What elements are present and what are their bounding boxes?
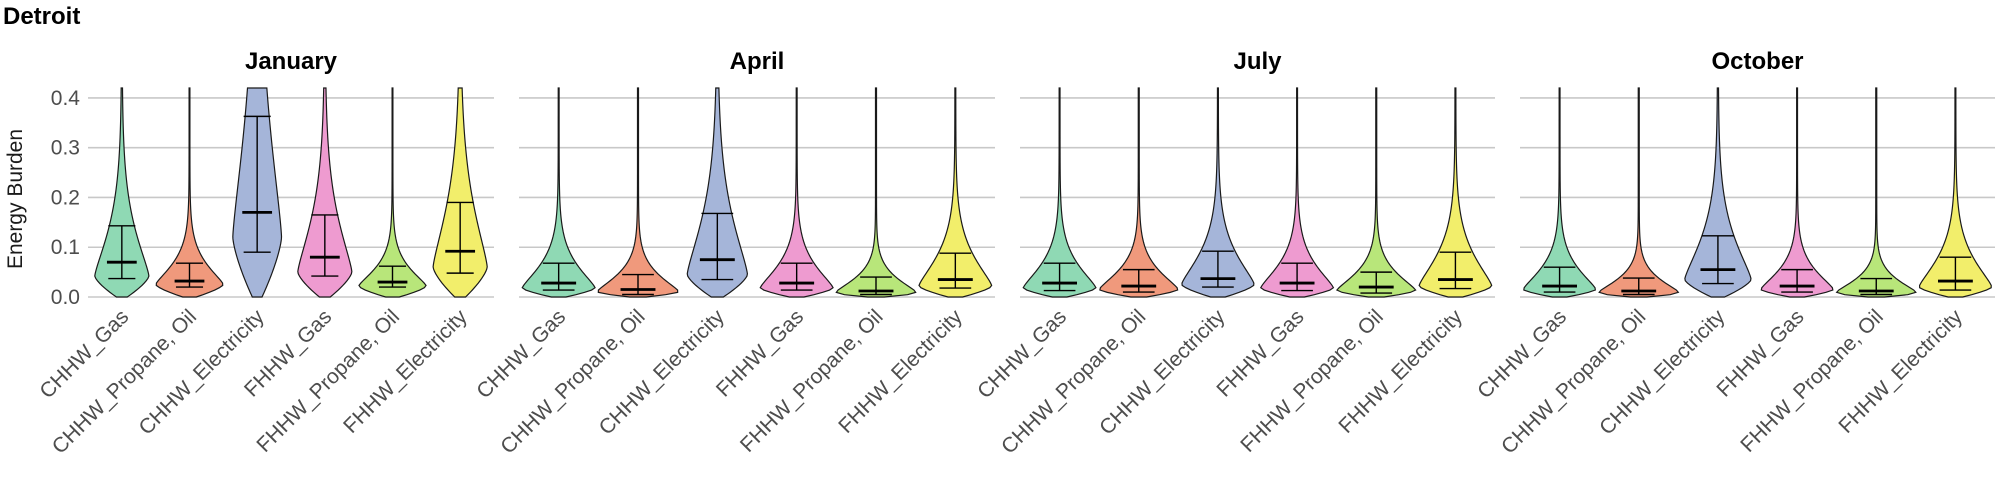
x-tick-label: CHHW_Electricity bbox=[134, 305, 269, 440]
x-tick-label: FHHW_Electricity bbox=[339, 305, 472, 438]
y-tick-label: 0.0 bbox=[51, 286, 80, 309]
violin-chhw-electricity bbox=[1684, 87, 1752, 298]
violin-fhhw-propane-oil bbox=[835, 87, 917, 298]
y-tick-label: 0.2 bbox=[51, 186, 80, 209]
x-tick-label: FHHW_Propane, Oil bbox=[1236, 305, 1388, 457]
violin-chhw-propane-oil bbox=[597, 87, 679, 298]
violin-chhw-electricity bbox=[1181, 87, 1255, 298]
violin-chhw-propane-oil bbox=[155, 87, 224, 298]
y-axis-ticks: 0.0 0.1 0.2 0.3 0.4 bbox=[51, 87, 81, 309]
x-tick-label: CHHW_Propane, Oil bbox=[496, 305, 649, 458]
violin-chhw-propane-oil bbox=[1598, 87, 1680, 298]
x-tick-label: CHHW_Propane, Oil bbox=[1497, 305, 1650, 458]
violin-fhhw-electricity bbox=[1919, 87, 1992, 298]
panel-title: January bbox=[245, 48, 338, 75]
violin-fhhw-electricity bbox=[1418, 87, 1493, 298]
violin-chhw-gas bbox=[1523, 87, 1597, 298]
violin-chhw-gas bbox=[94, 87, 150, 298]
x-tick-label: CHHW_Propane, Oil bbox=[997, 305, 1150, 458]
panel-title: October bbox=[1711, 48, 1803, 75]
violin-chhw-electricity bbox=[686, 87, 749, 298]
violin-fhhw-gas bbox=[1259, 87, 1335, 298]
violin-fhhw-propane-oil bbox=[1335, 87, 1417, 298]
panel-title: July bbox=[1233, 48, 1282, 75]
violin-chhw-gas bbox=[1022, 87, 1097, 298]
y-tick-label: 0.1 bbox=[51, 236, 80, 259]
y-axis-label: Energy Burden bbox=[4, 129, 27, 269]
x-tick-label: FHHW_Propane, Oil bbox=[1736, 305, 1888, 457]
violin-fhhw-electricity bbox=[432, 87, 488, 298]
y-tick-label: 0.3 bbox=[51, 137, 80, 160]
chart-title: Detroit bbox=[3, 3, 80, 30]
violin-chhw-propane-oil bbox=[1099, 87, 1179, 298]
violin-chhw-gas bbox=[521, 87, 596, 298]
y-tick-label: 0.4 bbox=[51, 87, 81, 110]
violin-fhhw-gas bbox=[297, 87, 353, 298]
panel-title: April bbox=[730, 48, 785, 75]
x-tick-label: FHHW_Propane, Oil bbox=[736, 305, 888, 457]
violin-fhhw-propane-oil bbox=[358, 87, 427, 298]
violin-fhhw-propane-oil bbox=[1835, 87, 1917, 298]
violin-fhhw-electricity bbox=[918, 87, 993, 298]
violin-fhhw-gas bbox=[759, 87, 834, 298]
violin-fhhw-gas bbox=[1760, 87, 1834, 298]
